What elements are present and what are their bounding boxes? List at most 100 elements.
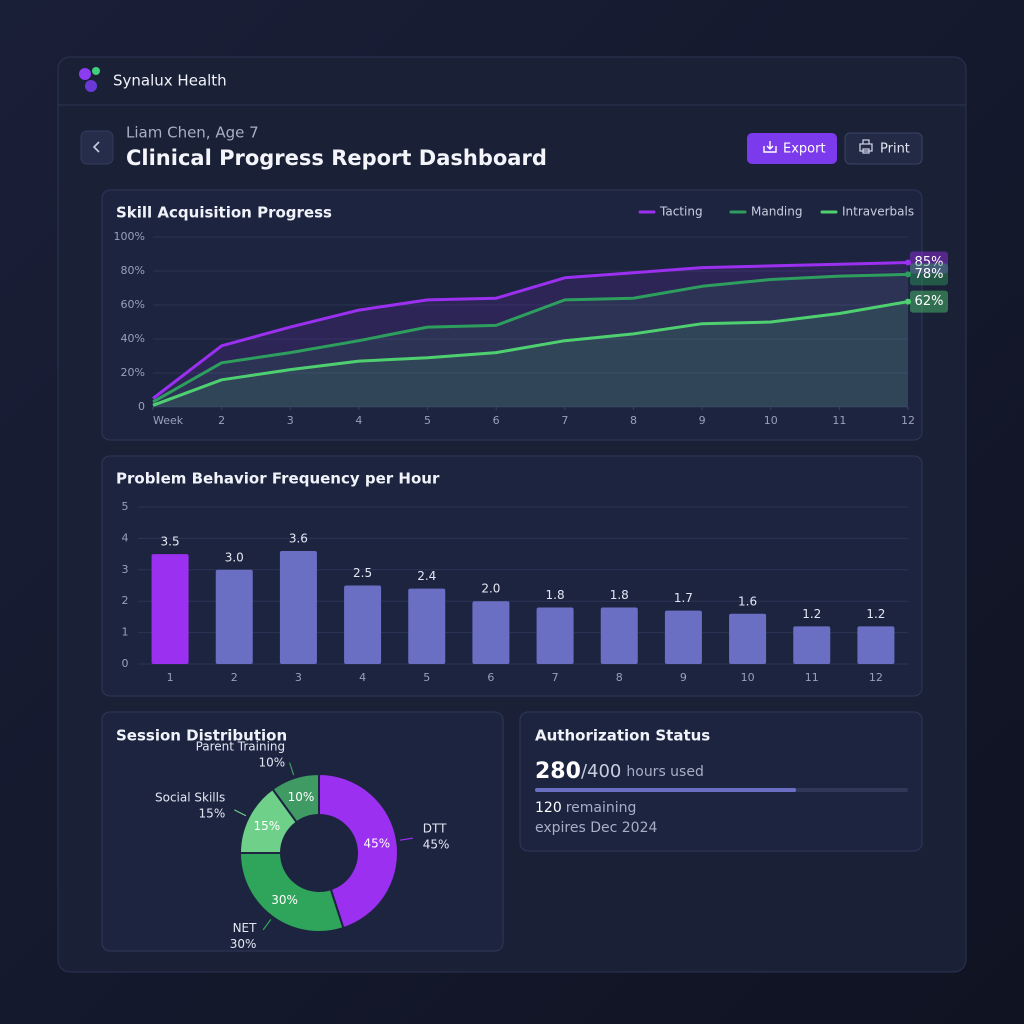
leader-line xyxy=(262,918,272,931)
value-label: 1.6 xyxy=(738,594,757,608)
outer-value: 30% xyxy=(230,937,257,951)
x-tick-label: 9 xyxy=(699,414,706,427)
value-label: 1.2 xyxy=(802,607,821,621)
value-label: 3.6 xyxy=(289,531,308,545)
patient-name: Liam Chen, Age 7 xyxy=(126,124,259,142)
auth-card xyxy=(519,711,923,852)
x-tick-label: 1 xyxy=(167,671,174,684)
outer-name: Parent Training xyxy=(196,740,286,754)
print-button[interactable] xyxy=(844,132,923,165)
legend-label: Manding xyxy=(751,205,803,219)
pie-slice xyxy=(271,772,320,824)
x-tick-label: 6 xyxy=(493,414,500,427)
page-title: Clinical Progress Report Dashboard xyxy=(126,146,547,170)
slice-label: 15% xyxy=(254,819,281,833)
y-tick-label: 0 xyxy=(122,657,129,670)
y-tick-label: 1 xyxy=(122,626,129,639)
bar xyxy=(279,550,317,664)
x-tick-label: 4 xyxy=(355,414,362,427)
end-point xyxy=(905,259,911,266)
y-tick-label: 4 xyxy=(122,531,129,544)
print-label: Print xyxy=(880,142,910,157)
used-text: hours used xyxy=(626,764,703,780)
pie-slice xyxy=(238,852,345,933)
pie-card xyxy=(101,711,504,952)
series-line xyxy=(152,300,909,407)
y-tick-label: 80% xyxy=(121,264,145,277)
legend-label: Tacting xyxy=(659,205,703,219)
back-icon xyxy=(92,141,100,153)
bar xyxy=(857,626,895,664)
y-tick-label: 20% xyxy=(121,366,145,379)
outer-value: 15% xyxy=(199,807,226,821)
export-button[interactable] xyxy=(747,133,837,164)
value-label: 1.8 xyxy=(610,588,629,602)
bar xyxy=(472,601,510,664)
separator: / xyxy=(581,761,588,782)
bar xyxy=(793,626,831,664)
value-label: 2.0 xyxy=(481,582,500,596)
bar xyxy=(729,613,767,664)
value-label: 62% xyxy=(915,294,944,309)
chart-title: Session Distribution xyxy=(116,727,287,745)
end-point xyxy=(905,298,911,305)
series-area xyxy=(153,274,908,407)
bar xyxy=(600,607,638,664)
x-tick-label: 9 xyxy=(680,671,687,684)
value-label: 2.5 xyxy=(353,566,372,580)
x-tick-label: 8 xyxy=(616,671,623,684)
x-tick-label: 12 xyxy=(869,671,883,684)
bar xyxy=(215,569,253,664)
value-label: 85% xyxy=(915,255,944,270)
progress-fill xyxy=(535,788,797,792)
remaining-text: remaining xyxy=(566,800,637,816)
bar xyxy=(536,607,574,664)
slice-label: 30% xyxy=(271,893,298,907)
y-tick-label: 5 xyxy=(122,500,129,513)
leader-line xyxy=(289,762,295,776)
x-tick-label: 11 xyxy=(805,671,819,684)
outer-name: DTT xyxy=(423,821,447,835)
hours-total: 400 xyxy=(587,761,621,782)
bar xyxy=(344,585,382,664)
x-tick-label: 3 xyxy=(295,671,302,684)
y-tick-label: 40% xyxy=(121,332,145,345)
remaining: 120 remaining xyxy=(535,800,636,816)
series-line xyxy=(152,261,909,400)
x-tick-label: 6 xyxy=(487,671,494,684)
series-area xyxy=(153,262,908,407)
x-tick-label: 5 xyxy=(424,414,431,427)
logo xyxy=(79,67,100,92)
auth-usage: 280/400 hours used xyxy=(535,759,704,784)
y-tick-label: 0 xyxy=(138,400,145,413)
back-button[interactable] xyxy=(80,130,114,165)
outer-name: Social Skills xyxy=(155,791,225,805)
slice-label: 10% xyxy=(288,790,315,804)
y-tick-label: 60% xyxy=(121,298,145,311)
x-tick-label: 3 xyxy=(287,414,294,427)
print-icon xyxy=(859,139,873,154)
outer-value: 10% xyxy=(258,756,285,770)
value-label: 3.5 xyxy=(161,535,180,549)
export-icon xyxy=(763,141,777,153)
pie-slice xyxy=(318,772,399,930)
value-label: 78% xyxy=(915,267,944,282)
x-tick-label: 10 xyxy=(741,671,755,684)
outer-name: NET xyxy=(233,921,258,935)
hours-used: 280 xyxy=(535,759,581,784)
x-tick-label: 7 xyxy=(552,671,559,684)
value-label: 2.4 xyxy=(417,569,436,583)
value-badge xyxy=(910,251,948,274)
value-label: 1.8 xyxy=(546,588,565,602)
x-tick-label: Week xyxy=(153,414,184,427)
auth-title: Authorization Status xyxy=(535,727,710,745)
x-tick-label: 11 xyxy=(832,414,846,427)
x-tick-label: 5 xyxy=(423,671,430,684)
chart-title: Skill Acquisition Progress xyxy=(116,204,332,222)
remaining-hours: 120 xyxy=(535,800,562,816)
value-label: 1.7 xyxy=(674,591,693,605)
value-label: 1.2 xyxy=(866,607,885,621)
outer-value: 45% xyxy=(423,837,450,851)
